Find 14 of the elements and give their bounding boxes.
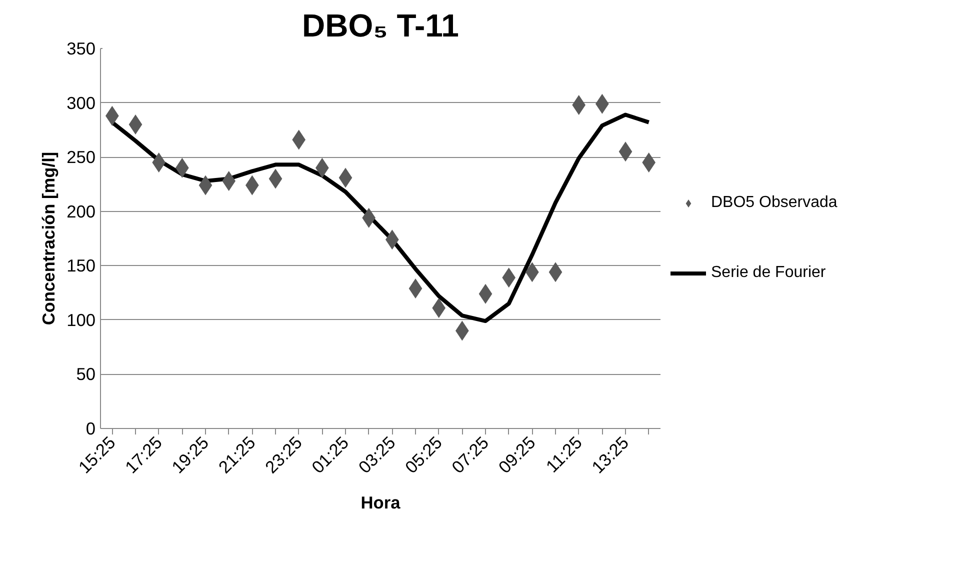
y-tick-label: 350 xyxy=(66,38,96,58)
y-tick-label: 300 xyxy=(66,92,96,113)
y-tick-label: 150 xyxy=(66,256,96,276)
y-tick-label: 100 xyxy=(66,310,96,330)
y-tick-label: 250 xyxy=(66,147,96,168)
x-axis-title: Hora xyxy=(360,492,401,512)
point xyxy=(128,114,142,134)
chart-title: DBO₅ T-11 xyxy=(302,8,459,44)
y-tick-label: 0 xyxy=(86,418,96,438)
y-tick-label: 50 xyxy=(76,364,96,384)
y-axis-title: Concentración [mg/l] xyxy=(38,152,59,326)
y-tick-label: 200 xyxy=(66,201,96,222)
legend-label: DBO5 Observada xyxy=(711,194,838,212)
legend-label: Serie de Fourier xyxy=(711,264,826,282)
